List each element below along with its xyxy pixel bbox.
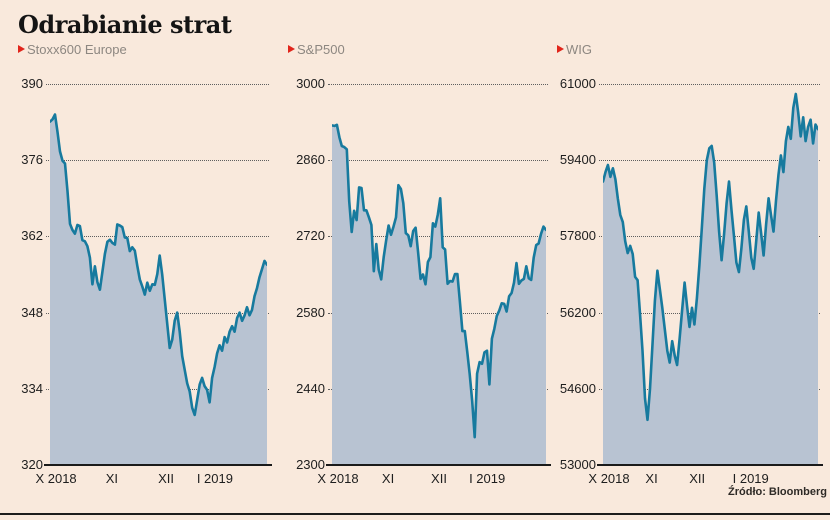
x-tick-label: X 2018 [588,471,630,486]
x-tick-label: I 2019 [469,471,506,486]
series-label: WIG [557,41,592,57]
x-axis [326,464,551,466]
gridline [328,160,548,162]
gridline [328,84,548,85]
plot-svg [50,113,267,465]
y-tick-label: 2860 [296,152,325,168]
source-credit: Źródło: Bloomberg [728,486,827,498]
y-tick-label: 2440 [296,380,325,396]
series-label-text: WIG [566,41,592,57]
y-tick-label: 376 [21,152,43,168]
y-tick-label: 334 [21,380,43,396]
y-tick-label: 61000 [559,76,596,91]
plot-svg [603,92,818,465]
y-tick-label: 2580 [296,304,325,320]
gridline [46,236,269,238]
y-tick-label: 2300 [296,457,325,472]
x-tick-label: X 2018 [35,471,77,486]
series-label-text: Stoxx600 Europe [27,41,127,57]
x-tick-label: XII [689,471,706,486]
y-tick-label: 59400 [559,152,596,168]
y-tick-label: 56200 [559,304,596,320]
x-tick-label: XI [381,471,395,486]
x-tick-label: XI [105,471,118,486]
page-title: Odrabianie strat [18,10,232,39]
x-tick-label: XII [431,471,447,486]
y-tick-label: 53000 [559,457,596,472]
line-series [332,123,546,439]
series-marker-icon [18,45,25,53]
plot-svg [332,123,546,465]
y-tick-label: 362 [21,228,43,244]
series-marker-icon [557,45,564,53]
area-series [50,114,267,465]
x-tick-label: XII [158,471,175,486]
y-tick-label: 54600 [559,380,596,396]
series-marker-icon [288,45,295,53]
series-label-text: S&P500 [297,41,345,57]
series-label: Stoxx600 Europe [18,41,127,57]
x-tick-label: I 2019 [732,471,769,486]
y-tick-label: 320 [21,457,43,472]
y-tick-label: 57800 [559,228,596,244]
y-tick-label: 2720 [296,228,325,244]
gridline [46,160,269,162]
series-label: S&P500 [288,41,345,57]
y-tick-label: 3000 [296,76,325,91]
x-axis [597,464,823,466]
bottom-rule [0,513,830,515]
gridline [599,84,820,85]
line-series [50,113,267,417]
x-tick-label: XI [645,471,658,486]
x-tick-label: X 2018 [317,471,359,486]
y-tick-label: 348 [21,304,43,320]
x-axis [44,464,272,466]
gridline [46,84,269,85]
area-series [332,124,546,465]
area-series [603,94,818,465]
y-tick-label: 390 [21,76,43,91]
x-tick-label: I 2019 [196,471,233,486]
line-series [603,92,818,422]
